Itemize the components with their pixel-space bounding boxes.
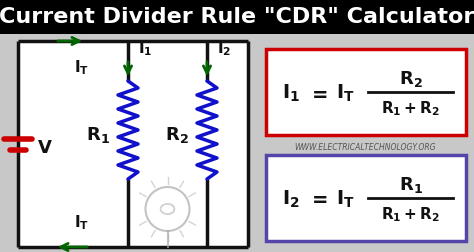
Text: Current Divider Rule "CDR" Calculator: Current Divider Rule "CDR" Calculator (0, 7, 474, 27)
Text: $\mathbf{=}$: $\mathbf{=}$ (308, 83, 328, 102)
Text: $\mathbf{I_2}$: $\mathbf{I_2}$ (282, 187, 300, 209)
Text: $\mathbf{R_1+R_2}$: $\mathbf{R_1+R_2}$ (381, 205, 440, 224)
Text: $\mathbf{R_1}$: $\mathbf{R_1}$ (86, 124, 110, 144)
Text: $\mathbf{I_1}$: $\mathbf{I_1}$ (138, 39, 153, 58)
FancyBboxPatch shape (266, 50, 466, 136)
Text: $\mathbf{I_1}$: $\mathbf{I_1}$ (282, 82, 300, 103)
Text: WWW.ELECTRICALTECHNOLOGY.ORG: WWW.ELECTRICALTECHNOLOGY.ORG (294, 143, 436, 152)
Bar (18, 42, 248, 247)
Bar (0, 0, 474, 35)
Text: $\mathbf{I_T}$: $\mathbf{I_T}$ (74, 212, 90, 231)
Text: $\mathbf{=}$: $\mathbf{=}$ (308, 189, 328, 208)
Text: $\mathbf{I_T}$: $\mathbf{I_T}$ (336, 187, 355, 209)
Text: $\mathbf{I_2}$: $\mathbf{I_2}$ (217, 39, 231, 58)
Text: $\mathbf{I_T}$: $\mathbf{I_T}$ (336, 82, 355, 103)
Text: $\mathbf{R_2}$: $\mathbf{R_2}$ (399, 69, 422, 89)
Text: $\mathbf{R_1+R_2}$: $\mathbf{R_1+R_2}$ (381, 99, 440, 118)
Text: $\mathbf{R_1}$: $\mathbf{R_1}$ (399, 174, 422, 194)
Text: $\mathbf{R_2}$: $\mathbf{R_2}$ (165, 124, 189, 144)
Text: $\mathbf{I_T}$: $\mathbf{I_T}$ (74, 58, 90, 76)
FancyBboxPatch shape (266, 155, 466, 241)
Text: V: V (38, 138, 52, 156)
